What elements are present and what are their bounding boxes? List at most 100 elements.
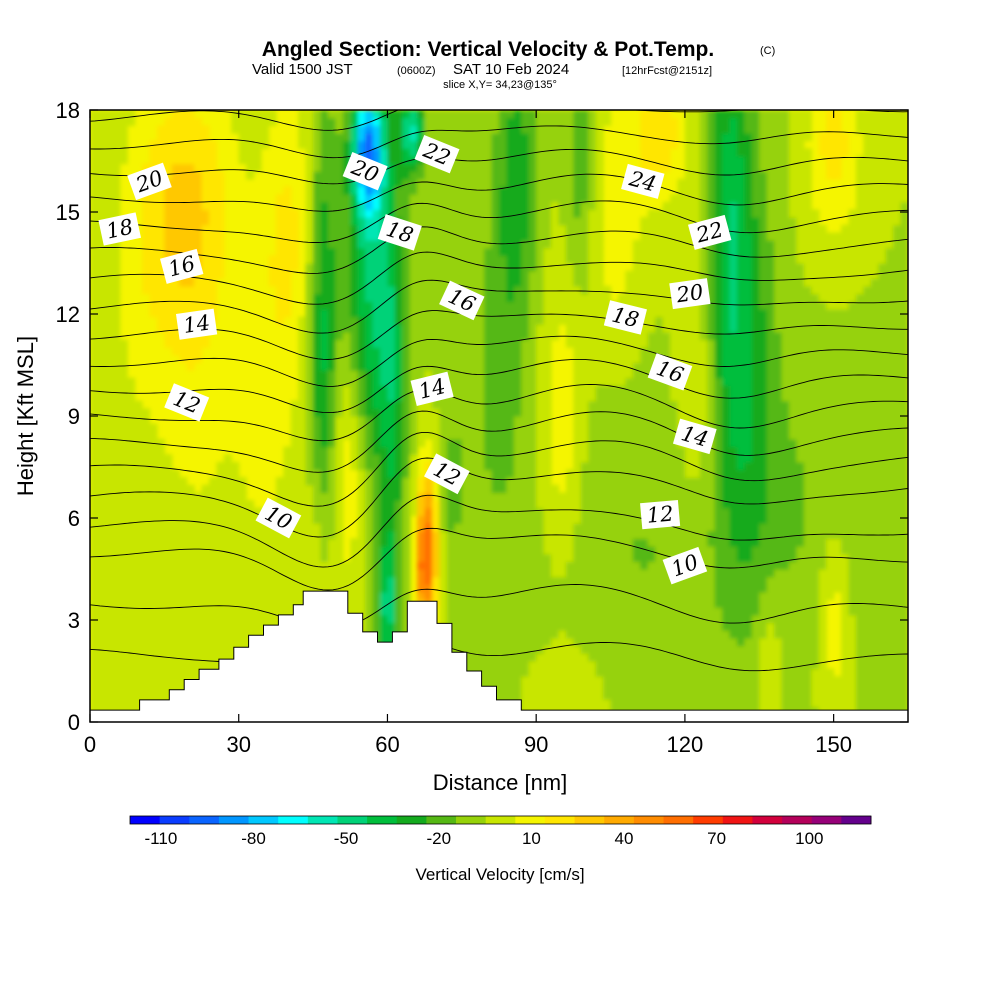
velocity-cell — [149, 622, 158, 631]
velocity-cell — [647, 553, 656, 562]
velocity-cell — [670, 676, 679, 685]
velocity-cell — [722, 354, 731, 364]
velocity-cell — [365, 484, 374, 494]
velocity-cell — [156, 507, 165, 517]
velocity-cell — [424, 507, 433, 517]
velocity-cell — [736, 461, 745, 471]
velocity-cell — [833, 431, 842, 440]
velocity-cell — [870, 561, 879, 570]
velocity-cell — [461, 546, 470, 555]
velocity-cell — [759, 553, 768, 562]
velocity-cell — [878, 354, 887, 364]
velocity-cell — [714, 423, 723, 432]
velocity-cell — [446, 438, 455, 448]
velocity-cell — [833, 423, 842, 432]
velocity-cell — [372, 377, 381, 386]
velocity-cell — [112, 546, 121, 555]
velocity-cell — [521, 637, 530, 647]
velocity-cell — [826, 546, 835, 555]
velocity-cell — [885, 347, 894, 356]
velocity-cell — [640, 637, 649, 647]
velocity-cell — [580, 676, 589, 685]
velocity-cell — [521, 515, 530, 524]
velocity-cell — [625, 561, 634, 570]
velocity-cell — [439, 553, 448, 562]
velocity-cell — [365, 622, 374, 631]
velocity-cell — [573, 660, 582, 670]
velocity-cell — [729, 584, 738, 593]
velocity-cell — [134, 546, 143, 555]
velocity-cell — [870, 668, 879, 677]
velocity-cell — [759, 423, 768, 432]
velocity-cell — [803, 668, 812, 677]
velocity-cell — [342, 347, 351, 356]
velocity-cell — [870, 400, 879, 409]
velocity-cell — [469, 637, 478, 647]
velocity-cell — [677, 607, 686, 616]
velocity-cell — [432, 408, 441, 417]
velocity-cell — [670, 408, 679, 417]
velocity-cell — [275, 477, 284, 486]
velocity-cell — [112, 454, 121, 463]
velocity-cell — [803, 676, 812, 685]
velocity-cell — [714, 530, 723, 539]
velocity-cell — [878, 446, 887, 455]
velocity-cell — [647, 561, 656, 570]
velocity-cell — [766, 645, 775, 654]
velocity-cell — [670, 477, 679, 486]
velocity-cell — [290, 492, 299, 501]
velocity-cell — [127, 569, 136, 578]
velocity-cell — [610, 416, 619, 425]
velocity-cell — [818, 523, 827, 532]
velocity-cell — [707, 622, 716, 631]
velocity-cell — [580, 454, 589, 463]
velocity-cell — [380, 385, 389, 394]
velocity-cell — [119, 569, 128, 578]
velocity-cell — [870, 500, 879, 509]
velocity-cell — [543, 431, 552, 440]
velocity-cell — [439, 339, 448, 348]
velocity-cell — [365, 591, 374, 601]
velocity-cell — [781, 569, 790, 578]
velocity-cell — [900, 477, 908, 486]
velocity-cell — [603, 446, 612, 455]
velocity-cell — [119, 477, 128, 486]
velocity-cell — [499, 416, 508, 425]
velocity-cell — [164, 538, 173, 547]
velocity-cell — [796, 438, 805, 448]
velocity-cell — [640, 484, 649, 494]
velocity-cell — [796, 599, 805, 608]
velocity-cell — [617, 347, 627, 356]
velocity-cell — [789, 492, 798, 501]
velocity-cell — [305, 461, 314, 471]
velocity-cell — [119, 653, 128, 662]
velocity-cell — [573, 454, 582, 463]
velocity-cell — [327, 561, 336, 570]
velocity-cell — [372, 515, 381, 524]
velocity-cell — [736, 699, 745, 708]
velocity-cell — [699, 668, 708, 677]
velocity-cell — [759, 645, 768, 654]
velocity-cell — [759, 584, 768, 593]
velocity-cell — [454, 546, 463, 555]
velocity-cell — [684, 393, 693, 402]
velocity-cell — [759, 385, 768, 394]
velocity-cell — [305, 553, 314, 562]
velocity-cell — [461, 645, 470, 654]
velocity-cell — [127, 408, 136, 417]
velocity-cell — [521, 546, 530, 555]
velocity-cell — [751, 385, 760, 394]
velocity-cell — [484, 591, 493, 601]
velocity-cell — [751, 523, 760, 532]
velocity-cell — [729, 507, 738, 517]
velocity-cell — [677, 546, 686, 555]
velocity-cell — [484, 377, 493, 386]
velocity-cell — [491, 431, 500, 440]
velocity-cell — [179, 576, 188, 585]
velocity-cell — [283, 584, 292, 593]
velocity-cell — [201, 523, 210, 532]
velocity-cell — [855, 660, 864, 670]
velocity-cell — [878, 660, 887, 670]
velocity-cell — [454, 416, 463, 425]
velocity-cell — [402, 515, 411, 524]
